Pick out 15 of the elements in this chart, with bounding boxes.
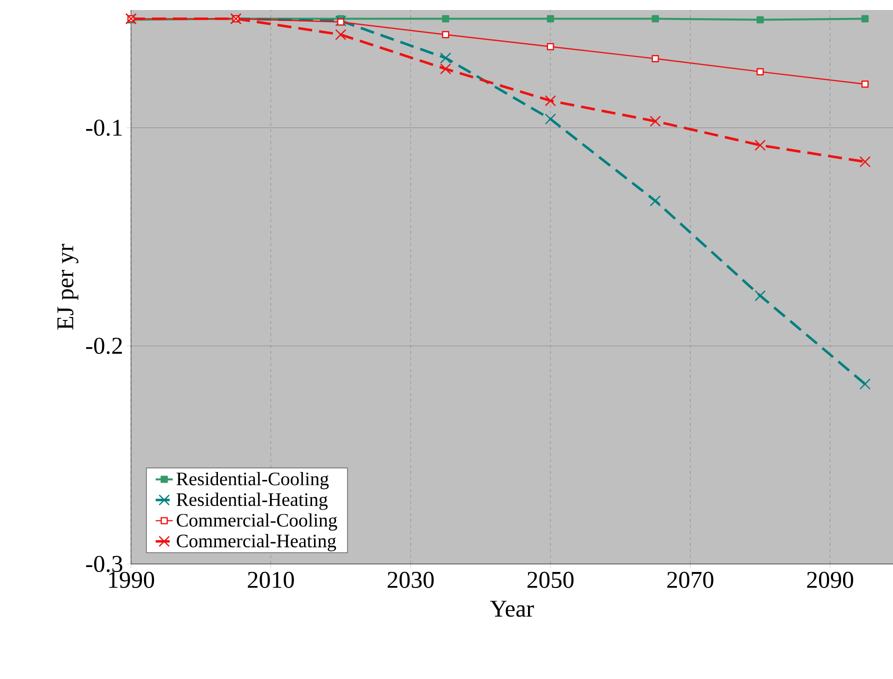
y-tick-label: -0.1 [86, 120, 122, 136]
y-tick-label: -0.3 [86, 556, 122, 572]
y-tick-label: -0.2 [86, 338, 122, 354]
y-axis-title: EJ per yr [57, 244, 78, 330]
x-tick-label: 2070 [667, 572, 714, 588]
legend-label: Commercial-Cooling [176, 513, 338, 531]
x-tick-label: 2050 [528, 572, 574, 588]
x-tick-label: 2030 [388, 572, 434, 588]
legend-label: Commercial-Heating [176, 534, 336, 552]
x-tick-label: 2010 [248, 572, 294, 588]
x-axis-title: Year [490, 600, 534, 617]
legend-label: Residential-Cooling [176, 472, 329, 490]
legend-label: Residential-Heating [176, 492, 328, 510]
x-tick-label: 1990 [109, 572, 154, 588]
x-tick-label: 2090 [807, 572, 854, 588]
